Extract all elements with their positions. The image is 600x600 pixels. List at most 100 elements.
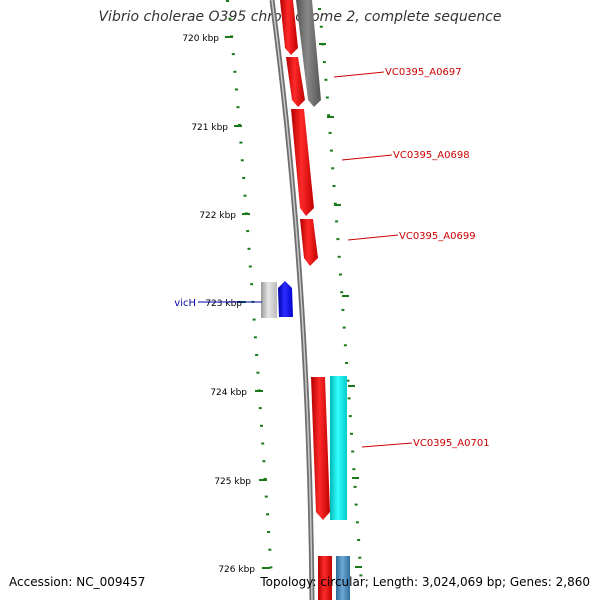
gene-label-a0699[interactable]: VC0395_A0699	[399, 231, 476, 242]
topology-text: Topology: circular; Length: 3,024,069 bp…	[260, 575, 590, 589]
tick-722: 722 kbp	[199, 211, 250, 221]
chromosome-backbone-highlight	[271, 0, 313, 600]
gene-label-vich[interactable]: vicH	[174, 298, 196, 309]
outer-scale-dot	[328, 131, 332, 134]
callout-a0699[interactable]: VC0395_A0699	[347, 231, 476, 242]
gene-label-a0701[interactable]: VC0395_A0701	[413, 438, 490, 449]
inner-scale-dot	[253, 336, 257, 339]
inner-scale-dot	[248, 265, 252, 268]
outer-scale-dot	[322, 61, 326, 64]
tick-725: 725 kbp	[214, 477, 267, 487]
tick-label-726: 726 kbp	[218, 565, 255, 575]
callout-a0697[interactable]: VC0395_A0697	[333, 67, 462, 78]
tick-label-721: 721 kbp	[191, 123, 228, 133]
inner-scale-dot	[263, 477, 267, 480]
gene-vich-gray[interactable]	[261, 282, 277, 318]
outer-scale-dot	[346, 379, 350, 382]
outer-scale-dot	[336, 238, 340, 241]
inner-scale-dot	[262, 460, 266, 463]
outer-ticks	[319, 43, 362, 568]
outer-scale-dot	[329, 149, 333, 152]
outer-scale-dot	[350, 432, 353, 435]
outer-scale-dot	[355, 521, 359, 524]
tick-label-724: 724 kbp	[210, 388, 247, 398]
callout-a0701[interactable]: VC0395_A0701	[361, 438, 490, 449]
outer-scale-dot	[352, 468, 356, 471]
outer-scale-dot	[324, 78, 328, 81]
gene-steel-bottom[interactable]	[336, 556, 350, 600]
inner-scale-dot	[269, 566, 273, 569]
outer-scale-dot	[337, 255, 341, 258]
inner-scale-dot	[250, 283, 254, 286]
tick-label-722: 722 kbp	[199, 211, 236, 221]
outer-scale-dot	[318, 8, 321, 10]
inner-scale-dot	[242, 177, 246, 179]
inner-scale-dot	[236, 106, 240, 109]
callout-a0698[interactable]: VC0395_A0698	[341, 150, 470, 161]
outer-scale-dot	[327, 114, 331, 117]
inner-scale-dot	[233, 70, 237, 73]
outer-scale-dot	[340, 291, 344, 294]
outer-scale-dot	[345, 362, 349, 364]
tick-720: 720 kbp	[182, 34, 233, 44]
gene-label-a0697[interactable]: VC0395_A0697	[385, 67, 462, 78]
inner-scale-dot	[260, 424, 263, 427]
gene-red-bottom[interactable]	[318, 556, 332, 600]
inner-scale-dot	[237, 123, 241, 126]
inner-scale-dot	[255, 354, 259, 356]
outer-scale-dot	[353, 485, 357, 488]
gene-vich[interactable]	[278, 281, 293, 317]
inner-scale-dot	[267, 531, 271, 533]
inner-scale-dot	[266, 513, 269, 516]
tick-724: 724 kbp	[210, 388, 263, 398]
outer-scale-dot	[339, 273, 342, 276]
outer-scale-dot	[319, 25, 323, 28]
tick-723: 723 kbp	[205, 299, 246, 309]
gene-a0697[interactable]	[286, 57, 305, 107]
outer-scale-dot	[342, 326, 346, 329]
gene-label-a0698[interactable]: VC0395_A0698	[393, 150, 470, 161]
inner-scale-dot	[252, 318, 256, 321]
gene-gray-upper[interactable]	[296, 0, 321, 107]
outer-scale-dot	[359, 574, 363, 577]
outer-scale-dot	[348, 415, 352, 418]
outer-scale-dot	[341, 308, 345, 311]
inner-scale-dot	[240, 159, 244, 162]
outer-scale-dot	[325, 96, 329, 99]
gene-a0698[interactable]	[291, 109, 314, 216]
callout-vich[interactable]: vicH	[174, 298, 262, 309]
outer-scale-dot	[357, 539, 361, 541]
tick-label-725: 725 kbp	[214, 477, 251, 487]
inner-scale-dot	[256, 371, 260, 374]
outer-scale-dot	[332, 185, 336, 187]
inner-scale-dot	[246, 230, 250, 233]
gene-red-lower[interactable]	[311, 377, 330, 520]
outer-scale-dot	[333, 202, 337, 205]
tick-726: 726 kbp	[218, 565, 270, 575]
tick-label-720: 720 kbp	[182, 34, 219, 44]
outer-scale-dot	[354, 503, 358, 506]
inner-scale-dot	[264, 495, 268, 498]
outer-scale-dot	[335, 220, 339, 223]
inner-scale-dot	[261, 442, 265, 445]
gene-a0699[interactable]	[300, 219, 318, 266]
inner-scale-dot	[226, 0, 229, 2]
outer-scale-dot	[351, 450, 355, 453]
outer-scale-dot	[343, 344, 347, 347]
inner-scale-dot	[258, 407, 262, 410]
outer-scale-dot	[331, 167, 335, 170]
gene-a0701[interactable]	[330, 376, 347, 520]
outer-scale-dot	[358, 556, 362, 559]
outer-scale-dots	[318, 8, 363, 577]
gene-red-upper-small[interactable]	[280, 0, 298, 55]
accession-text: Accession: NC_009457	[9, 575, 146, 589]
tick-label-723: 723 kbp	[205, 299, 242, 309]
inner-scale-dot	[235, 88, 238, 91]
inner-scale-dot	[228, 17, 232, 20]
inner-scale-dot	[239, 141, 243, 144]
tick-721: 721 kbp	[191, 123, 242, 133]
inner-scale-dot	[268, 548, 272, 551]
outer-scale-dot	[347, 397, 351, 400]
inner-scale-dot	[247, 247, 251, 250]
